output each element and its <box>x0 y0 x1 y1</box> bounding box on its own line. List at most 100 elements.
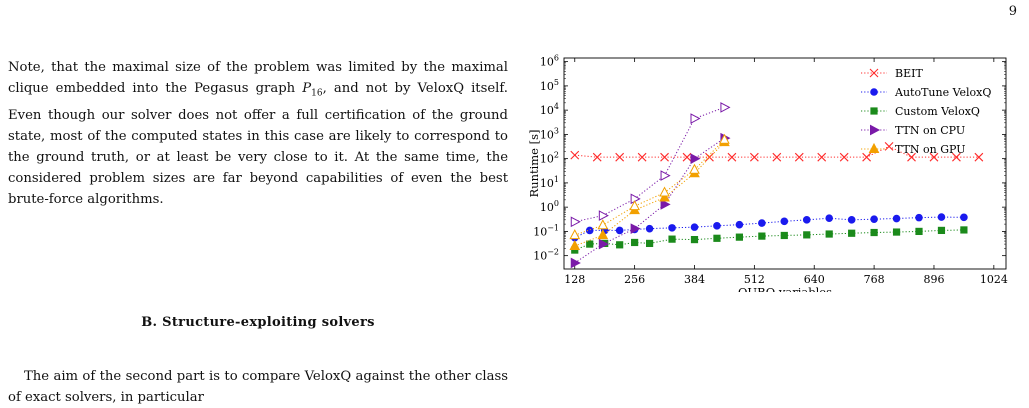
data-point-s2 <box>586 240 594 248</box>
legend-marker <box>869 68 879 78</box>
x-tick-label: 768 <box>864 273 885 286</box>
x-tick-label: 512 <box>744 273 765 286</box>
data-point-s2 <box>870 228 878 237</box>
data-point-s0 <box>929 152 939 162</box>
y-tick-label: 105 <box>540 78 559 93</box>
paragraph-1-part-2: , and not by VeloxQ itself. Even though … <box>8 81 508 207</box>
paragraph-1: Note, that the maximal size of the probl… <box>8 57 508 210</box>
x-tick-label: 384 <box>684 273 705 286</box>
runtime-chart: 128 256 384 512 640 768 896 1024 10−2 10−1 100 101 1… <box>527 54 1008 299</box>
data-point-s0 <box>974 152 984 162</box>
data-point-s2 <box>960 226 968 234</box>
data-point-s3 <box>690 153 701 164</box>
data-point-s0 <box>839 152 849 162</box>
y-tick-label: 104 <box>540 102 559 117</box>
data-point-s2 <box>915 227 923 236</box>
data-point-s1 <box>668 224 676 232</box>
data-point-s1 <box>758 219 766 227</box>
data-point-s1 <box>615 226 624 235</box>
data-point-s1 <box>870 215 878 223</box>
paragraph-2: The aim of the second part is to compare… <box>8 369 508 405</box>
data-point-s1 <box>690 223 699 231</box>
legend-marker <box>870 124 881 136</box>
data-point-s1 <box>825 214 833 223</box>
data-point-s2 <box>735 233 743 241</box>
data-point-s2 <box>803 231 811 239</box>
y-tick-label: 100 <box>540 199 559 214</box>
data-point-s6 <box>629 200 640 211</box>
legend-label: TTN on GPU <box>895 143 965 156</box>
data-point-s0 <box>592 152 602 162</box>
x-tick-label: 256 <box>624 273 645 286</box>
data-point-s0 <box>615 152 625 162</box>
data-point-s3 <box>630 223 641 234</box>
data-point-s3 <box>660 199 671 210</box>
y-tick-label: 10−2 <box>533 248 559 263</box>
data-point-s5 <box>659 191 670 202</box>
data-point-s4 <box>570 216 581 228</box>
data-point-s1 <box>645 224 654 233</box>
y-tick-label: 102 <box>540 151 559 166</box>
data-point-s1 <box>802 216 811 224</box>
data-point-s1 <box>892 214 901 223</box>
data-point-s2 <box>690 235 699 244</box>
series-line-4 <box>574 106 725 223</box>
data-point-s6 <box>719 133 730 144</box>
data-point-s6 <box>597 219 609 230</box>
data-point-s2 <box>848 229 856 237</box>
pegasus-graph-subscript: 16 <box>311 88 323 99</box>
data-point-s4 <box>598 210 609 221</box>
series-line-6 <box>574 139 725 236</box>
data-point-s0 <box>772 152 782 162</box>
x-axis-label: QUBO variables <box>738 285 832 292</box>
legend-marker <box>870 88 878 96</box>
data-point-s1 <box>847 216 856 224</box>
data-point-s2 <box>892 228 901 236</box>
runtime-figure: 128 256 384 512 640 768 896 1024 10−2 10−1 100 101 1… <box>527 52 1029 299</box>
data-point-s6 <box>569 229 581 240</box>
legend-label: AutoTune VeloxQ <box>894 86 991 99</box>
data-point-s2 <box>713 234 721 242</box>
data-point-s4 <box>720 102 731 113</box>
x-tick-label: 128 <box>564 273 585 286</box>
data-point-s2 <box>937 226 946 235</box>
data-point-s0 <box>682 152 692 162</box>
data-point-s0 <box>660 152 669 162</box>
y-axis-label: Runtime [s] <box>528 129 541 197</box>
data-point-s0 <box>570 150 580 160</box>
data-point-s1 <box>937 213 946 221</box>
data-point-s2 <box>645 239 654 248</box>
data-point-s2 <box>758 232 766 240</box>
legend-marker <box>868 142 880 153</box>
data-point-s2 <box>825 230 833 238</box>
data-point-s2 <box>668 235 676 243</box>
x-tick-label: 1024 <box>980 273 1008 286</box>
data-point-s0 <box>794 152 804 162</box>
data-point-s1 <box>915 213 923 222</box>
data-point-s5 <box>569 239 581 251</box>
data-point-s2 <box>631 238 639 247</box>
data-point-s2 <box>780 231 788 240</box>
data-point-s3 <box>570 257 581 269</box>
x-tick-label: 640 <box>804 273 825 286</box>
data-point-s0 <box>749 152 759 162</box>
data-point-s2 <box>616 241 624 249</box>
section-heading: B. Structure-exploiting solvers <box>141 315 375 330</box>
page-number: 9 <box>1008 4 1017 19</box>
data-point-s1 <box>713 222 721 230</box>
data-point-s0 <box>907 152 916 162</box>
body-text-column: Note, that the maximal size of the probl… <box>8 57 508 210</box>
data-point-s6 <box>659 186 670 197</box>
data-point-s4 <box>690 113 701 124</box>
data-point-s1 <box>735 220 744 229</box>
data-point-s5 <box>597 229 609 240</box>
data-point-s0 <box>952 152 961 162</box>
data-point-s0 <box>817 152 827 162</box>
data-point-s3 <box>598 238 609 250</box>
x-tick-label: 896 <box>923 273 944 286</box>
data-point-s1 <box>585 226 594 235</box>
paragraph-1-part-1: Note, that the maximal size of the probl… <box>8 60 508 96</box>
legend-label: Custom VeloxQ <box>895 105 980 118</box>
plot-frame <box>563 57 1007 270</box>
y-tick-label: 103 <box>540 126 559 141</box>
